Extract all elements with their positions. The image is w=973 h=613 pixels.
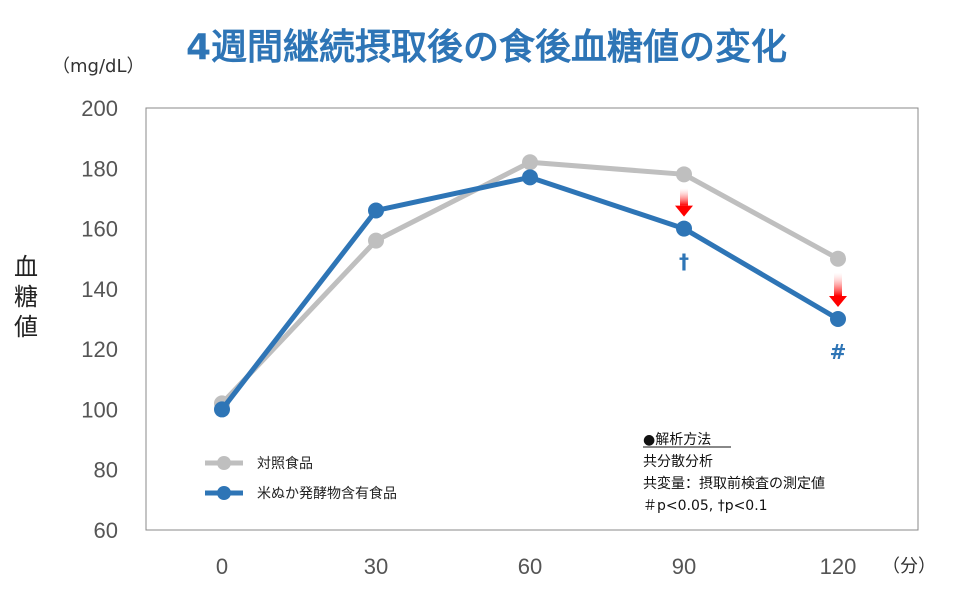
x-tick-label: 90 xyxy=(672,554,696,579)
down-arrow-head xyxy=(675,205,693,217)
data-point xyxy=(522,169,538,186)
analysis-note-line: ＃p<0.05, †p<0.1 xyxy=(643,498,768,514)
y-tick-labels: 60 80 100 120 140 160 180 200 xyxy=(81,96,118,543)
y-tick-label: 180 xyxy=(81,156,118,181)
series-line-1 xyxy=(220,159,840,406)
down-arrow-shaft xyxy=(680,188,688,206)
x-unit-label: （分） xyxy=(882,556,936,577)
y-axis-label-char: 血 xyxy=(14,253,38,281)
x-tick-label: 30 xyxy=(364,554,388,579)
plot-area-frame xyxy=(145,107,919,531)
data-point xyxy=(676,166,692,183)
y-axis-label: 血糖値 xyxy=(14,253,38,341)
legend-marker xyxy=(217,486,231,500)
y-tick-label: 120 xyxy=(81,337,118,362)
data-point xyxy=(676,220,692,237)
y-axis-label-char: 糖 xyxy=(14,283,38,311)
data-point xyxy=(830,311,846,327)
significance-mark: # xyxy=(830,340,847,364)
y-tick-label: 200 xyxy=(81,96,118,121)
data-point xyxy=(214,401,230,418)
decrease-arrows xyxy=(675,188,847,307)
y-tick-label: 140 xyxy=(81,277,118,302)
data-point xyxy=(368,232,384,249)
legend-marker xyxy=(217,456,231,470)
legend-label: 米ぬか発酵物含有食品 xyxy=(257,485,397,502)
legend-label: 対照食品 xyxy=(257,455,313,472)
chart-title: 4週間継続摂取後の食後血糖値の変化 xyxy=(185,27,788,68)
analysis-note-line: 共分散分析 xyxy=(643,454,713,470)
y-unit-label: （mg/dL） xyxy=(52,56,144,77)
data-point xyxy=(830,250,846,267)
y-tick-label: 100 xyxy=(81,397,118,422)
y-tick-label: 60 xyxy=(94,518,118,543)
y-axis-label-char: 値 xyxy=(14,313,38,341)
x-tick-label: 0 xyxy=(216,554,228,579)
down-arrow-shaft xyxy=(834,272,842,296)
x-tick-labels: 0 30 60 90 120 xyxy=(216,554,856,579)
series-line-2 xyxy=(220,174,840,411)
series-lines xyxy=(214,154,846,418)
significance-marks: †# xyxy=(679,250,846,364)
x-tick-label: 60 xyxy=(518,554,542,579)
analysis-note-line: 共変量：摂取前検査の測定値 xyxy=(643,475,825,492)
analysis-note-heading: ●解析方法 xyxy=(643,432,711,448)
x-tick-label: 120 xyxy=(820,554,857,579)
y-tick-label: 80 xyxy=(94,458,118,483)
down-arrow-head xyxy=(829,296,847,307)
data-point xyxy=(368,202,384,219)
y-tick-label: 160 xyxy=(81,217,118,242)
data-point xyxy=(522,154,538,171)
significance-mark: † xyxy=(679,250,689,274)
